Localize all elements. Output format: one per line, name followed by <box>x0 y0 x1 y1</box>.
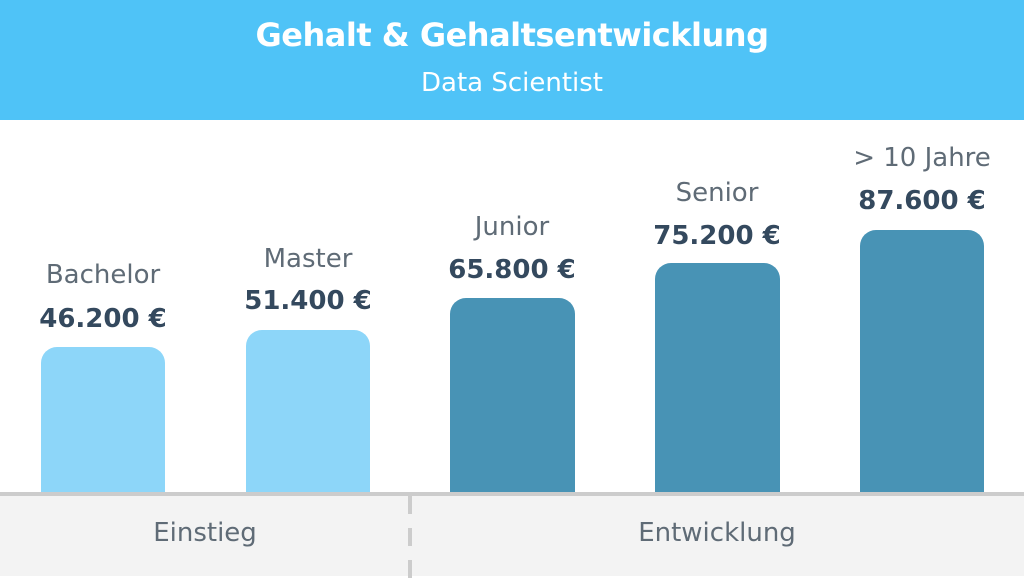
bar-value-label: 51.400 € <box>244 286 372 316</box>
bar-value-label: 75.200 € <box>653 221 781 251</box>
bar-category-label: > 10 Jahre <box>853 143 991 173</box>
bar-bachelor <box>41 347 165 492</box>
group-label-entwicklung: Entwicklung <box>638 518 796 548</box>
bar-category-label: Junior <box>474 212 550 242</box>
bar-category-label: Bachelor <box>45 260 161 290</box>
bar-senior <box>655 263 780 492</box>
group-axis: Einstieg Entwicklung <box>0 492 1024 580</box>
bar-category-label: Senior <box>675 178 759 208</box>
chart-subtitle: Data Scientist <box>421 68 603 98</box>
bar-value-label: 46.200 € <box>39 304 167 334</box>
bar-value-label: 87.600 € <box>858 186 986 216</box>
bar-value-label: 65.800 € <box>448 255 576 285</box>
chart-header: Gehalt & Gehaltsentwicklung Data Scienti… <box>0 0 1024 120</box>
group-divider <box>408 496 412 580</box>
bar-over-10-years <box>860 230 984 492</box>
chart-title: Gehalt & Gehaltsentwicklung <box>255 16 769 54</box>
group-label-einstieg: Einstieg <box>153 518 257 548</box>
bar-junior <box>450 298 575 492</box>
bar-category-label: Master <box>263 244 353 274</box>
bar-master <box>246 330 370 492</box>
